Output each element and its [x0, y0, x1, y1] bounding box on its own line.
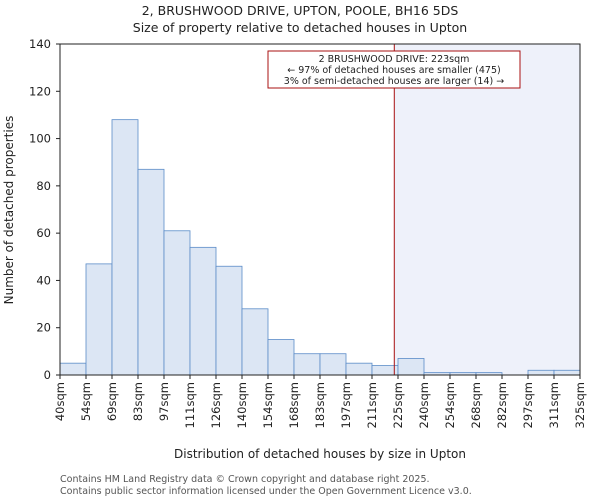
x-tick-label: 111sqm [183, 382, 197, 428]
histogram-bar [345, 362, 373, 376]
histogram-bar [293, 353, 321, 376]
y-tick-label: 140 [29, 37, 51, 51]
annotation-line: 2 BRUSHWOOD DRIVE: 223sqm [319, 54, 470, 65]
histogram-bar [137, 168, 165, 376]
annotation-line: 3% of semi-detached houses are larger (1… [284, 76, 504, 87]
x-tick-label: 254sqm [443, 382, 457, 428]
x-tick-label: 325sqm [573, 382, 587, 428]
x-tick-label: 297sqm [521, 382, 535, 428]
annotation-line: ← 97% of detached houses are smaller (47… [287, 65, 500, 76]
x-tick-label: 154sqm [261, 382, 275, 428]
x-tick-label: 168sqm [287, 382, 301, 428]
x-tick-label: 126sqm [209, 382, 223, 428]
y-tick-label: 120 [29, 84, 51, 98]
x-tick-label: 40sqm [53, 382, 67, 421]
chart-subtitle: Size of property relative to detached ho… [133, 20, 467, 35]
y-tick-label: 0 [44, 368, 51, 382]
annotation-box: 2 BRUSHWOOD DRIVE: 223sqm ← 97% of detac… [267, 50, 521, 89]
x-tick-label: 54sqm [79, 382, 93, 421]
plot-area: 0 20 40 60 80 100 120 140 40sqm 54sqm 69sqm 83sqm 9… [29, 37, 587, 428]
histogram-bar [553, 369, 581, 376]
y-tick-label: 40 [36, 273, 51, 287]
x-tick-label: 69sqm [105, 382, 119, 421]
x-tick-label: 83sqm [131, 382, 145, 421]
footer-line-2: Contains public sector information licen… [60, 486, 472, 497]
x-tick-label: 183sqm [313, 382, 327, 428]
histogram-bar [397, 358, 425, 376]
histogram-bar [215, 265, 243, 376]
x-tick-label: 311sqm [547, 382, 561, 428]
histogram-bar [59, 362, 87, 376]
x-tick-label: 225sqm [391, 382, 405, 428]
x-tick-label: 240sqm [417, 382, 431, 428]
x-tick-label: 140sqm [235, 382, 249, 428]
x-tick-label: 97sqm [157, 382, 171, 421]
annotation-box-frame [267, 50, 521, 89]
y-tick-label: 80 [36, 179, 51, 193]
y-axis-label: Number of detached properties [2, 116, 16, 305]
x-axis-ticks: 40sqm 54sqm 69sqm 83sqm 97sqm 111sqm 126sqm 140… [53, 375, 587, 428]
histogram-bar [267, 339, 295, 376]
x-axis-label: Distribution of detached houses by size … [174, 447, 466, 461]
x-tick-label: 197sqm [339, 382, 353, 428]
histogram-bar [189, 246, 217, 376]
y-tick-label: 100 [29, 132, 51, 146]
y-tick-label: 20 [36, 321, 51, 335]
highlight-region [394, 44, 580, 375]
x-tick-label: 282sqm [495, 382, 509, 428]
y-tick-label: 60 [36, 226, 51, 240]
histogram-bar [85, 263, 113, 376]
histogram-bar [527, 369, 555, 376]
x-tick-label: 268sqm [469, 382, 483, 428]
histogram-bar [163, 230, 191, 376]
x-tick-label: 211sqm [365, 382, 379, 428]
histogram-bar [319, 353, 347, 376]
histogram-bar [111, 119, 139, 376]
y-axis-ticks: 0 20 40 60 80 100 120 140 [29, 37, 60, 382]
chart-title: 2, BRUSHWOOD DRIVE, UPTON, POOLE, BH16 5… [142, 3, 459, 18]
histogram-bar [241, 308, 269, 376]
footer-line-1: Contains HM Land Registry data © Crown c… [60, 474, 430, 485]
bars [59, 119, 581, 376]
